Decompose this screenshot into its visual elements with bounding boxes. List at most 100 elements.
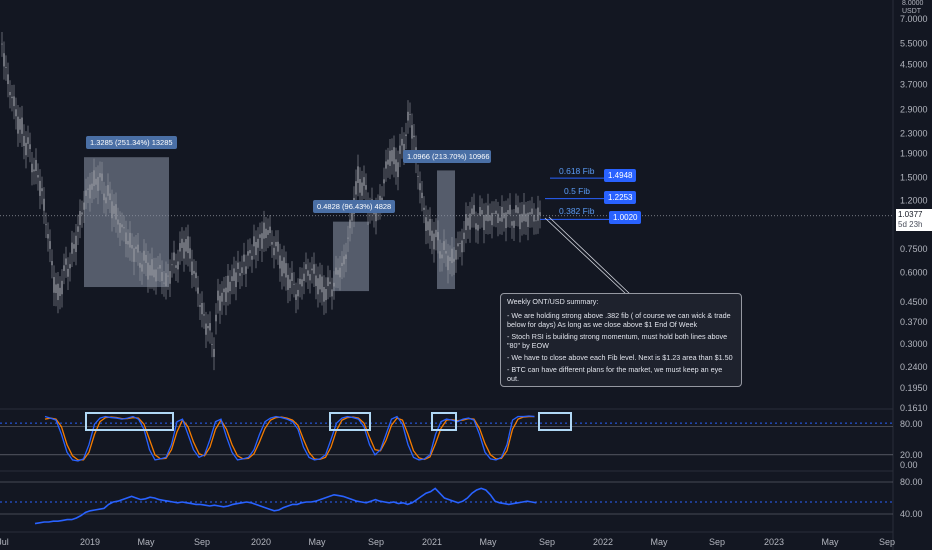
stoch-highlight-box xyxy=(538,412,572,431)
candle-body xyxy=(215,314,217,322)
candle-body xyxy=(171,264,173,266)
candle-body xyxy=(73,244,75,249)
time-tick-label: May xyxy=(137,537,155,547)
candle-body xyxy=(153,269,155,278)
candle-body xyxy=(483,215,485,231)
candle-body xyxy=(313,264,315,274)
candle-body xyxy=(119,222,121,233)
price-tick-label: 4.5000 xyxy=(900,59,928,69)
time-tick-label: May xyxy=(308,537,326,547)
candle-body xyxy=(489,215,491,221)
candle-body xyxy=(275,241,277,247)
time-tick-label: Sep xyxy=(194,537,210,547)
candle-body xyxy=(431,230,433,241)
candle-body xyxy=(43,198,45,211)
fib-label-0618: 0.618 Fib xyxy=(559,166,595,176)
candle-body xyxy=(89,184,91,199)
candle-body xyxy=(423,207,425,210)
candle-body xyxy=(151,259,153,276)
candle-body xyxy=(223,288,225,293)
candle-body xyxy=(325,288,327,301)
candle-body xyxy=(91,183,93,190)
candle-body xyxy=(85,190,87,196)
summary-line-2: - Stoch RSI is building strong momentum,… xyxy=(507,332,728,350)
candle-body xyxy=(79,211,81,225)
candle-body xyxy=(503,212,505,219)
candle-body xyxy=(75,235,77,253)
candle-body xyxy=(305,264,307,270)
candle-body xyxy=(65,258,67,265)
candle-body xyxy=(27,137,29,144)
candle-body xyxy=(289,279,291,288)
candle-body xyxy=(263,222,265,239)
candle-body xyxy=(39,180,41,196)
candle-body xyxy=(23,135,25,147)
candle-body xyxy=(299,278,301,285)
candle-body xyxy=(399,145,401,154)
candle-body xyxy=(445,251,447,254)
candle-body xyxy=(49,241,51,249)
candle-body xyxy=(59,287,61,297)
candle-body xyxy=(497,213,499,224)
candle-body xyxy=(205,323,207,335)
candle-body xyxy=(323,286,325,302)
time-tick-label: 2023 xyxy=(764,537,784,547)
candle-body xyxy=(3,53,5,67)
candle-body xyxy=(463,232,465,239)
candle-body xyxy=(509,204,511,215)
candle-body xyxy=(179,243,181,252)
candle-body xyxy=(429,218,431,236)
time-tick-label: May xyxy=(821,537,839,547)
price-candles xyxy=(1,31,541,371)
candle-body xyxy=(493,212,495,214)
fib-label-05: 0.5 Fib xyxy=(564,186,590,196)
candle-body xyxy=(63,265,65,271)
candle-body xyxy=(231,276,233,282)
candle-body xyxy=(409,114,411,116)
candle-body xyxy=(25,142,27,156)
candle-body xyxy=(297,289,299,297)
candle-body xyxy=(127,240,129,245)
candle-body xyxy=(321,276,323,293)
candle-body xyxy=(337,270,339,275)
price-tick-label: 2.9000 xyxy=(900,105,928,115)
candle-body xyxy=(473,205,475,215)
candle-body xyxy=(291,272,293,281)
candle-body xyxy=(67,268,69,277)
price-tick-label: 0.3700 xyxy=(900,317,928,327)
candle-body xyxy=(21,117,23,134)
candle-body xyxy=(87,188,89,190)
callout-pointer xyxy=(544,217,627,295)
candle-body xyxy=(537,207,539,221)
candle-body xyxy=(451,248,453,264)
price-tick-label: 7.0000 xyxy=(900,14,928,24)
candle-body xyxy=(519,214,521,230)
rsi-line xyxy=(34,487,537,525)
candle-body xyxy=(55,284,57,294)
candle-body xyxy=(167,275,169,277)
candle-body xyxy=(269,226,271,234)
candle-body xyxy=(425,217,427,231)
candle-body xyxy=(455,249,457,260)
candle-body xyxy=(417,176,419,177)
candle-body xyxy=(47,234,49,239)
candle-body xyxy=(277,241,279,252)
candle-body xyxy=(303,273,305,281)
candle-body xyxy=(529,212,531,215)
candle-body xyxy=(137,244,139,253)
candle-body xyxy=(469,213,471,230)
candle-body xyxy=(107,185,109,196)
candle-body xyxy=(69,264,71,269)
fib-price-0382: 1.0020 xyxy=(609,211,642,224)
rsi-tick-label: 80.00 xyxy=(900,477,923,487)
candle-body xyxy=(187,236,189,254)
summary-line-1: - We are holding strong above .382 fib (… xyxy=(507,311,731,329)
price-tick-label: 0.1610 xyxy=(900,403,928,413)
candle-body xyxy=(459,243,461,244)
price-tick-label: 1.2000 xyxy=(900,196,928,206)
candle-body xyxy=(225,287,227,302)
time-tick-label: Jul xyxy=(0,537,9,547)
candle-body xyxy=(183,242,185,259)
price-tick-label: 0.2400 xyxy=(900,362,928,372)
time-tick-label: 2020 xyxy=(251,537,271,547)
